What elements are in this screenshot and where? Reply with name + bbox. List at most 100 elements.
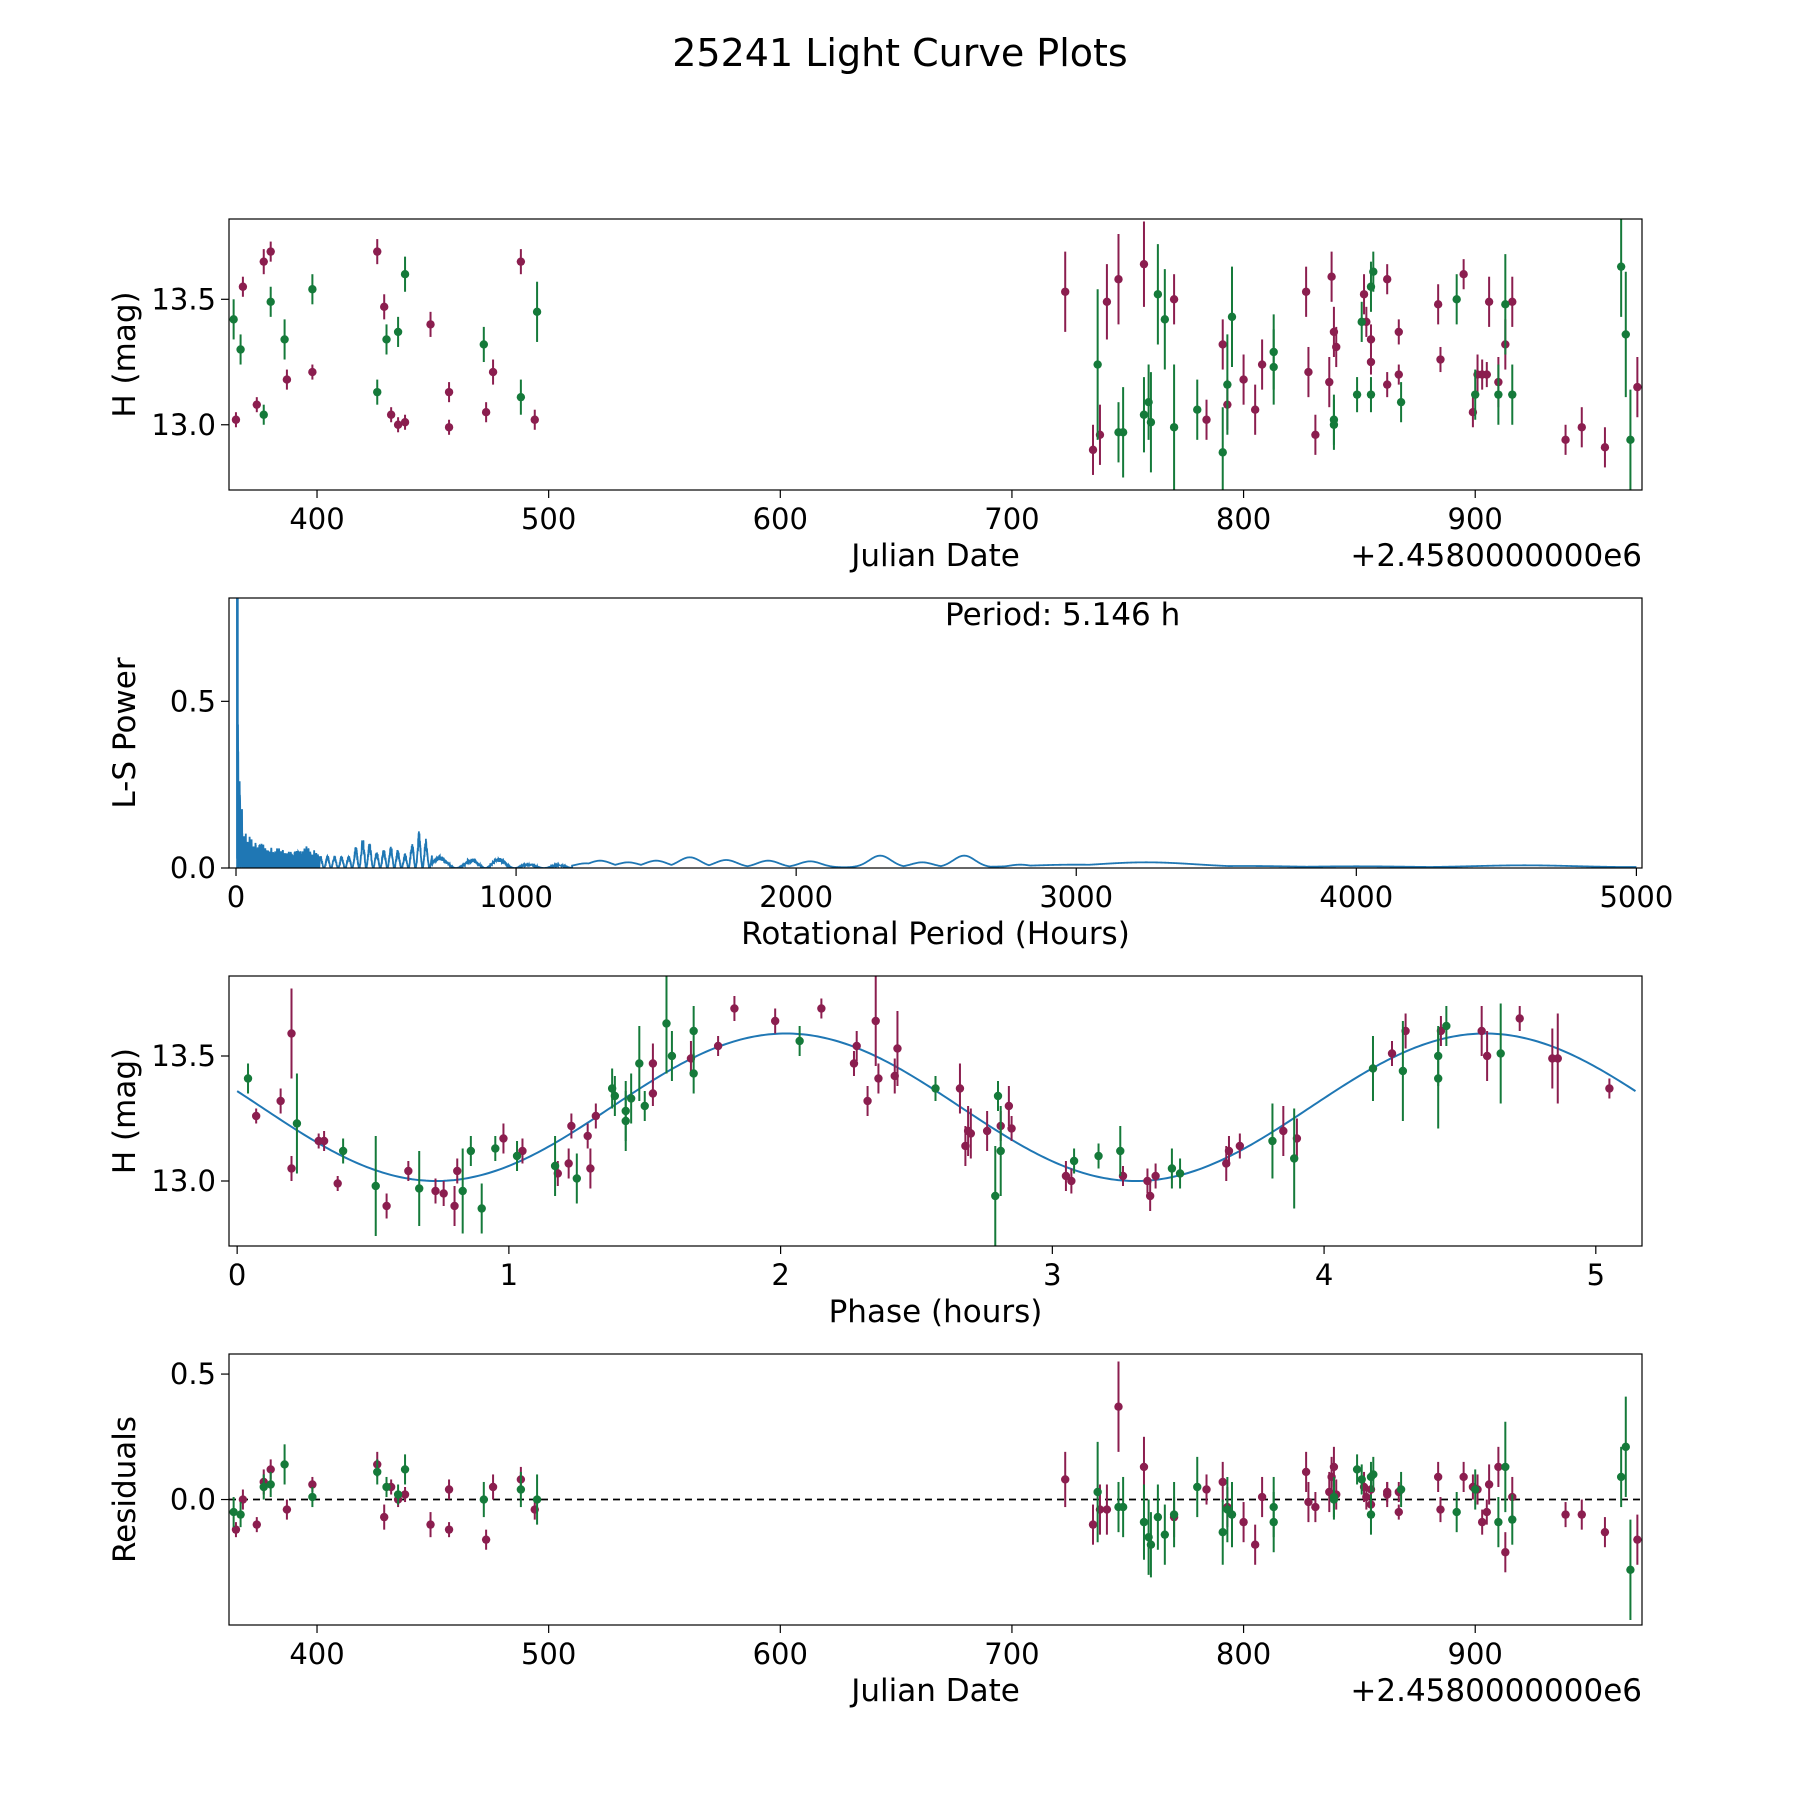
- data-point: [379, 302, 389, 312]
- data-points: [229, 1361, 1642, 1620]
- data-point: [431, 1186, 440, 1196]
- data-point: [931, 1084, 940, 1093]
- data-point: [770, 1016, 780, 1026]
- data-point: [530, 415, 539, 424]
- x-tick-label: 2: [771, 1258, 789, 1292]
- data-point: [393, 1490, 403, 1499]
- data-point: [1289, 1154, 1299, 1163]
- data-point: [1434, 1074, 1443, 1083]
- data-point: [852, 1041, 861, 1051]
- data-point: [532, 307, 542, 317]
- data-point: [1169, 423, 1179, 432]
- data-point: [400, 270, 410, 279]
- data-point: [400, 1465, 410, 1474]
- plot-frame: [228, 218, 1643, 491]
- data-point: [259, 257, 268, 266]
- data-point: [1311, 430, 1320, 439]
- data-point: [1114, 275, 1123, 284]
- data-point: [1160, 315, 1170, 324]
- y-tick-label: 13.0: [151, 1164, 216, 1198]
- data-point: [1496, 1049, 1505, 1058]
- x-tick-label: 400: [289, 502, 344, 536]
- x-tick-label: 900: [1448, 502, 1503, 536]
- data-point: [1494, 390, 1503, 399]
- plot-frame: [228, 597, 1643, 869]
- data-point: [276, 1096, 285, 1106]
- y-tick-label: 0.0: [170, 851, 216, 885]
- data-point: [1325, 377, 1334, 387]
- data-point: [1459, 1472, 1468, 1482]
- data-point: [1102, 1505, 1112, 1514]
- data-point: [1114, 1402, 1123, 1411]
- data-point: [518, 1146, 527, 1156]
- data-point: [308, 1480, 317, 1489]
- data-point: [1359, 290, 1369, 299]
- data-point: [1153, 1512, 1163, 1522]
- data-point: [1508, 297, 1517, 307]
- data-point: [1139, 1517, 1149, 1527]
- data-point: [266, 297, 275, 307]
- data-point: [400, 418, 410, 427]
- data-point: [1357, 1475, 1366, 1484]
- data-point: [308, 285, 317, 294]
- data-point: [1382, 380, 1392, 389]
- data-point: [512, 1151, 522, 1161]
- data-point: [648, 1089, 658, 1098]
- data-point: [1067, 1176, 1076, 1186]
- data-point: [238, 1495, 248, 1504]
- data-point: [266, 1465, 275, 1474]
- data-point: [996, 1146, 1005, 1156]
- data-point: [1139, 259, 1149, 269]
- x-tick-label: 0: [228, 1258, 246, 1292]
- data-point: [1218, 1527, 1227, 1537]
- data-point: [1069, 1156, 1079, 1166]
- y-axis-label: H (mag): [107, 291, 143, 417]
- data-point: [238, 282, 248, 291]
- data-point: [817, 1004, 826, 1013]
- data-point: [404, 1166, 413, 1176]
- data-point: [280, 335, 289, 344]
- periodogram-series: [236, 598, 1637, 868]
- data-point: [621, 1106, 630, 1116]
- data-point: [1061, 1171, 1071, 1181]
- data-point: [282, 1505, 292, 1514]
- data-point: [1621, 1442, 1630, 1452]
- data-point: [1218, 340, 1227, 349]
- model-curve: [236, 1032, 1637, 1183]
- data-point: [488, 367, 498, 377]
- data-point: [252, 1520, 261, 1529]
- data-point: [1366, 1510, 1376, 1519]
- data-point: [1301, 287, 1311, 296]
- figure-title: 25241 Light Curve Plots: [672, 31, 1127, 75]
- data-point: [1239, 1517, 1248, 1527]
- data-point: [1007, 1124, 1016, 1133]
- data-point: [236, 1510, 245, 1519]
- data-point: [231, 415, 241, 424]
- x-tick-label: 5000: [1599, 880, 1673, 914]
- data-point: [955, 1084, 965, 1093]
- data-point: [229, 315, 238, 324]
- data-point: [1366, 357, 1376, 367]
- data-point: [516, 392, 526, 402]
- data-point: [1202, 415, 1211, 424]
- data-point: [373, 247, 382, 256]
- data-points: [229, 219, 1642, 490]
- data-point: [1223, 380, 1232, 389]
- data-point: [1382, 275, 1392, 284]
- data-point: [1366, 335, 1376, 344]
- data-point: [991, 1191, 1000, 1201]
- data-point: [1396, 1485, 1406, 1494]
- data-point: [1269, 347, 1278, 357]
- x-tick-label: 800: [1216, 1637, 1271, 1671]
- data-point: [479, 1495, 489, 1504]
- data-point: [252, 400, 261, 409]
- data-point: [444, 1485, 454, 1494]
- data-point: [893, 1044, 902, 1053]
- x-tick-label: 400: [289, 1637, 344, 1671]
- data-point: [966, 1129, 976, 1138]
- data-point: [1118, 428, 1128, 437]
- y-axis-label: Residuals: [107, 1416, 143, 1563]
- data-point: [266, 247, 275, 256]
- data-point: [1621, 330, 1630, 339]
